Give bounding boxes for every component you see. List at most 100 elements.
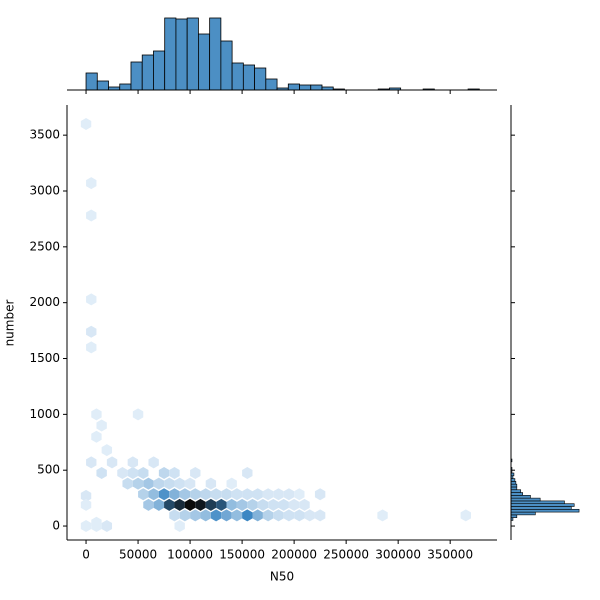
hex-cell — [179, 509, 191, 522]
hex-cell — [210, 509, 222, 522]
y-tick-label: 3500 — [29, 128, 60, 142]
hist-bar — [510, 483, 518, 488]
hex-cell — [117, 466, 128, 479]
hist-bar — [209, 17, 222, 91]
x-tick-label: 150000 — [219, 548, 265, 562]
hex-cell — [80, 520, 92, 533]
hex-cell — [80, 498, 92, 511]
hist-bar — [287, 83, 300, 91]
hex-cell — [205, 477, 217, 490]
hist-bar — [510, 508, 580, 513]
hist-bar — [242, 64, 255, 91]
hist-bar — [510, 486, 518, 491]
hex-cell — [299, 498, 310, 511]
hist-bar — [254, 67, 267, 91]
hex-cell — [86, 325, 97, 338]
y-tick-label: 500 — [37, 463, 60, 477]
y-tick-label: 3000 — [29, 183, 60, 197]
hex-cell — [190, 488, 201, 501]
hex-cell — [169, 466, 180, 479]
hex-cell — [169, 488, 180, 501]
hex-cell — [257, 498, 269, 511]
hist-bar — [510, 478, 516, 482]
hist-bar — [510, 514, 518, 518]
hex-cell — [86, 293, 97, 306]
hex-cell — [268, 498, 279, 511]
hex-cell — [86, 177, 97, 190]
hex-cell — [184, 498, 196, 511]
hex-cell — [231, 488, 243, 501]
hist-bar — [96, 80, 109, 91]
hist-bar — [510, 495, 531, 499]
hex-cell — [169, 509, 180, 522]
hist-bar — [186, 17, 199, 91]
hex-cell — [127, 456, 139, 469]
x-tick-label: 300000 — [375, 548, 421, 562]
hex-cell — [86, 341, 97, 354]
hex-cell — [174, 477, 185, 490]
hist-bar — [510, 511, 536, 516]
hex-cell — [96, 466, 107, 479]
hex-cell — [143, 498, 154, 511]
hex-cell — [132, 477, 144, 490]
hex-cell — [314, 509, 326, 522]
hist-bar — [299, 84, 312, 91]
hex-cell — [377, 509, 388, 522]
hist-bar — [220, 40, 233, 91]
hex-cell — [210, 488, 222, 501]
hex-cell — [127, 466, 139, 479]
y-tick-label: 1000 — [29, 407, 60, 421]
hex-cell — [148, 456, 159, 469]
y-tick-label: 2500 — [29, 239, 60, 253]
hex-cell — [304, 509, 315, 522]
hex-cell — [262, 488, 274, 501]
hex-cell — [190, 466, 201, 479]
hist-bar — [510, 489, 522, 493]
hex-cell — [190, 509, 201, 522]
hex-cell — [226, 498, 237, 511]
hist-bar — [265, 78, 278, 91]
hex-cell — [80, 489, 92, 502]
hist-bar — [510, 500, 565, 505]
hex-cell — [460, 509, 471, 522]
hex-cell — [106, 456, 118, 469]
hex-cell — [226, 477, 237, 490]
hist-bar — [153, 50, 166, 91]
hex-cell — [294, 488, 305, 501]
hex-cell — [101, 444, 113, 457]
hex-cell — [164, 477, 175, 490]
x-tick-label: 350000 — [427, 548, 473, 562]
hex-cell — [153, 477, 165, 490]
hex-cell — [221, 488, 232, 501]
hex-cell — [86, 209, 97, 222]
hex-cell — [91, 408, 102, 421]
hex-cell — [314, 488, 326, 501]
hex-cell — [288, 498, 300, 511]
hist-bar — [510, 497, 541, 502]
hex-cell — [200, 488, 211, 501]
hex-cell — [195, 498, 206, 511]
hex-cell — [80, 117, 92, 130]
hist-bar — [119, 83, 132, 91]
hex-cell — [174, 520, 185, 533]
hex-cell — [242, 509, 253, 522]
hex-cell — [96, 419, 107, 432]
hex-cell — [221, 509, 232, 522]
hex-cell — [143, 477, 154, 490]
y-tick-label: 0 — [52, 519, 60, 533]
x-tick-label: 100000 — [167, 548, 213, 562]
hex-cell — [101, 520, 113, 533]
hex-cell — [91, 430, 102, 443]
hist-bar — [175, 18, 188, 91]
hex-cell — [283, 488, 295, 501]
hex-cell — [242, 466, 253, 479]
hex-cell — [273, 509, 284, 522]
hex-cell — [138, 466, 149, 479]
hex-cell — [158, 466, 170, 479]
hex-cell — [273, 488, 284, 501]
hex-cell — [138, 488, 149, 501]
hist-bar — [231, 62, 244, 91]
hist-bar — [510, 481, 517, 485]
hex-cell — [91, 516, 102, 529]
